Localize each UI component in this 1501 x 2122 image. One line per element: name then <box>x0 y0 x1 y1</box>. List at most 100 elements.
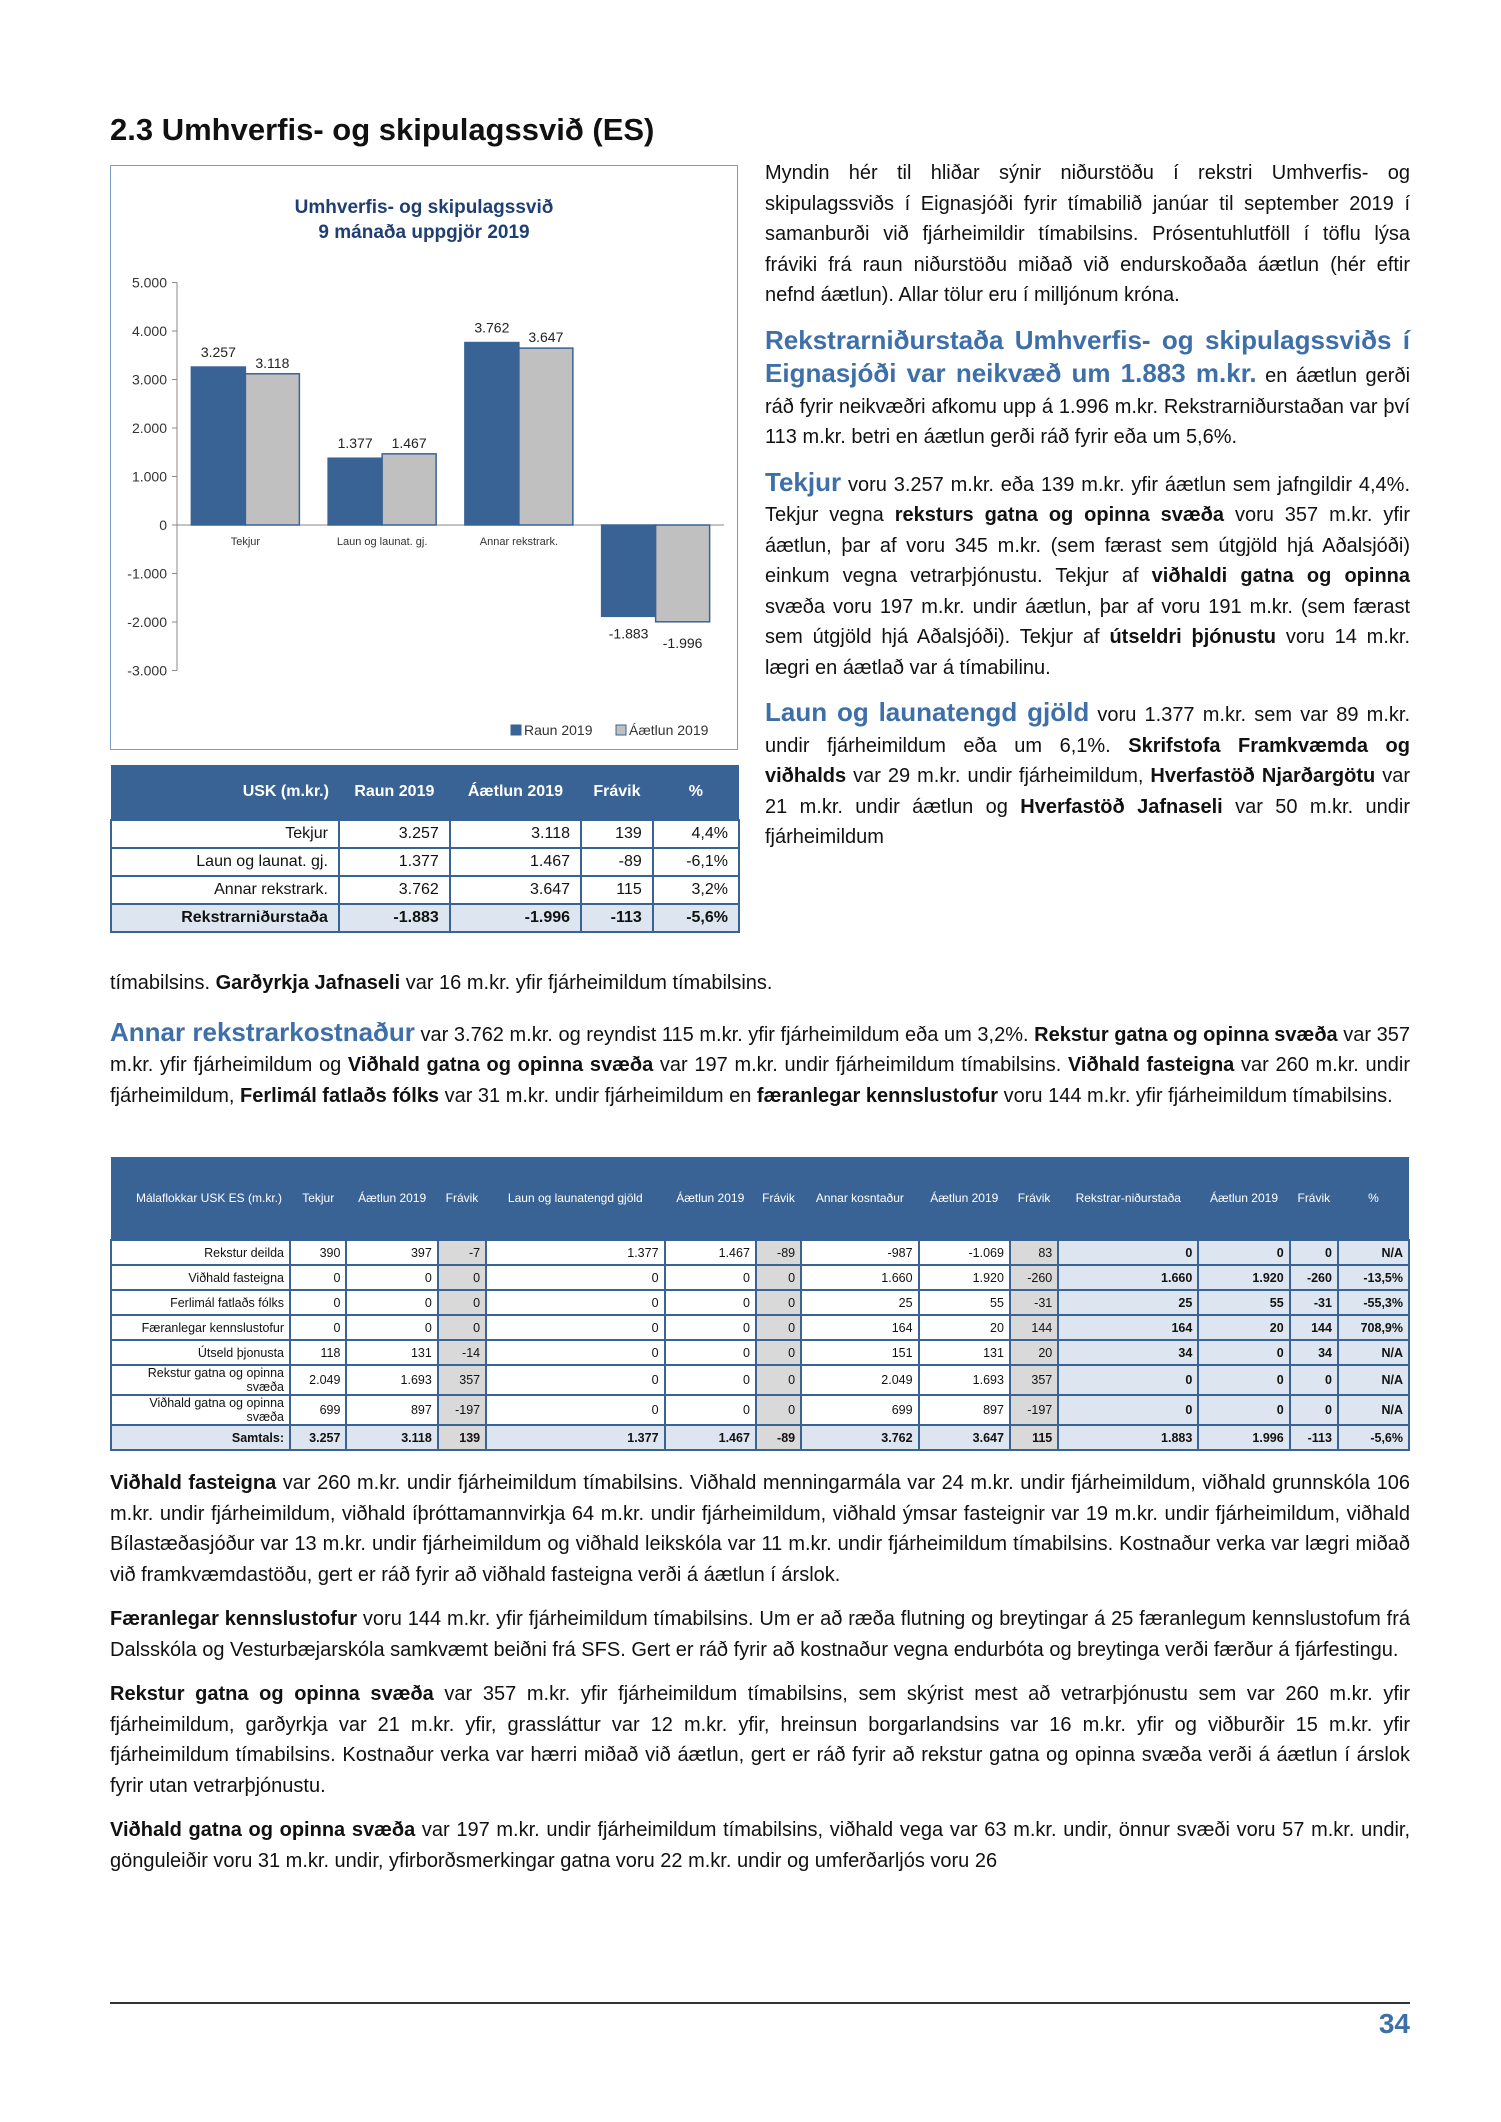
table-cell: Rekstrarniðurstaða <box>110 903 340 933</box>
table-cell: Viðhald fasteigna <box>110 1264 291 1291</box>
page-number: 34 <box>1378 2008 1410 2039</box>
table-cell: 397 <box>345 1239 439 1266</box>
data-label: 1.377 <box>338 435 373 451</box>
table-cell: -6,1% <box>651 847 741 877</box>
table-cell: 1.996 <box>1197 1424 1291 1451</box>
column-header: Frávik <box>1009 1157 1059 1240</box>
table-cell: 1.883 <box>1057 1424 1200 1451</box>
y-tick-label: 0 <box>159 517 167 533</box>
table-cell: 34 <box>1057 1339 1200 1366</box>
table-cell: 1.660 <box>800 1264 920 1291</box>
table-cell: 115 <box>580 875 654 905</box>
table-cell: -5,6% <box>651 903 741 933</box>
data-label: 3.118 <box>255 355 289 371</box>
table-cell: -260 <box>1288 1264 1339 1291</box>
table-cell: 0 <box>663 1264 757 1291</box>
table-cell: Rekstur gatna og opinna svæða <box>110 1364 291 1396</box>
data-label: 3.257 <box>201 344 236 360</box>
table-cell: 0 <box>663 1289 757 1316</box>
x-tick-label: Laun og launat. gj. <box>337 536 428 548</box>
table-cell: -89 <box>754 1239 803 1266</box>
table-cell: 1.467 <box>663 1424 757 1451</box>
legend-entry: Raun 2019 <box>524 722 593 738</box>
table-cell: -7 <box>436 1239 488 1266</box>
table-cell: 0 <box>663 1394 757 1426</box>
column-header: Tekjur <box>290 1157 347 1240</box>
table-cell: -89 <box>754 1424 803 1451</box>
legend-swatch <box>510 724 522 736</box>
table-cell: 2.049 <box>288 1364 348 1396</box>
table-cell: 0 <box>1057 1364 1200 1396</box>
result-paragraph: Rekstrarniðurstaða Umhverfis- og skipula… <box>765 324 1411 449</box>
table-cell: 708,9% <box>1336 1314 1411 1341</box>
bar <box>327 457 383 526</box>
salary-paragraph: Laun og launatengd gjöld voru 1.377 m.kr… <box>765 697 1411 848</box>
column-header: Frávik <box>437 1157 487 1240</box>
column-header: Áætlun 2019 <box>1198 1157 1290 1240</box>
bar <box>381 453 437 526</box>
table-cell: -197 <box>1008 1394 1060 1426</box>
x-tick-label: Annar rekstrark. <box>480 536 558 548</box>
table-cell: -13,5% <box>1336 1264 1411 1291</box>
table-cell: -260 <box>1008 1264 1060 1291</box>
table-cell: 118 <box>288 1339 348 1366</box>
bar <box>190 366 247 526</box>
table-cell: 3.762 <box>337 875 451 905</box>
column-header: Málaflokkar USK ES (m.kr.) <box>111 1157 290 1240</box>
paragraph-classrooms: Færanlegar kennslustofur voru 144 m.kr. … <box>110 1608 1410 1661</box>
column-header: % <box>1337 1157 1409 1240</box>
other-costs-paragraph: Annar rekstrarkostnaður var 3.762 m.kr. … <box>110 1016 1411 1107</box>
table-cell: 3.118 <box>345 1424 439 1451</box>
data-label: 3.647 <box>528 329 563 345</box>
column-header: Rekstrar-niðurstaða <box>1058 1157 1199 1240</box>
table-row: Samtals: 3.257 3.118 139 1.377 1.467 -89 3.762 3… <box>110 1424 1411 1451</box>
paragraph-maintenance: Viðhald fasteigna var 260 m.kr. undir fj… <box>110 1472 1410 1586</box>
bar <box>244 373 301 526</box>
legend-entry: Áætlun 2019 <box>629 722 709 738</box>
chart-svg: Umhverfis- og skipulagssvið 9 mánaða uppg… <box>127 197 724 738</box>
table-cell: Færanlegar kennslustofur <box>110 1314 291 1341</box>
table-cell: 0 <box>1197 1394 1291 1426</box>
data-label: -1.883 <box>609 625 649 641</box>
table-row: Viðhald fasteigna 0 0 0 0 0 0 1.660 1.920 -260 1.6… <box>110 1264 1411 1291</box>
table-cell: -113 <box>580 903 654 933</box>
table-cell: 0 <box>754 1394 803 1426</box>
table-cell: 3.118 <box>448 819 583 849</box>
table-row: Rekstrarniðurstaða -1.883 -1.996 -113 -5,6% <box>110 903 741 933</box>
table-cell: -55,3% <box>1336 1289 1411 1316</box>
table-row: Tekjur 3.257 3.118 139 4,4% <box>110 819 741 849</box>
footer-rule <box>110 2002 1410 2004</box>
y-tick-label: 2.000 <box>132 420 167 436</box>
table-cell: 151 <box>800 1339 920 1366</box>
column-header: Áætlun 2019 <box>346 1157 438 1240</box>
table-cell: -1.996 <box>448 903 583 933</box>
table-cell: 3.762 <box>800 1424 920 1451</box>
legend-swatch <box>615 724 627 736</box>
y-tick-label: 1.000 <box>132 469 167 485</box>
paragraph-streets-maintenance: Viðhald gatna og opinna svæða var 197 m.… <box>110 1819 1411 1872</box>
table-cell: 0 <box>1197 1239 1291 1266</box>
bar <box>654 524 711 623</box>
table-cell: 3.647 <box>917 1424 1011 1451</box>
table-cell: 0 <box>754 1364 803 1396</box>
table-cell: 115 <box>1008 1424 1060 1451</box>
table-cell: 0 <box>288 1264 348 1291</box>
table-cell: Tekjur <box>110 819 340 849</box>
table-cell: 55 <box>1197 1289 1291 1316</box>
table-cell: 0 <box>345 1289 439 1316</box>
y-tick-label: 3.000 <box>132 372 167 388</box>
table-cell: 0 <box>485 1289 666 1316</box>
table-cell: N/A <box>1336 1394 1411 1426</box>
table-cell: 3,2% <box>651 875 741 905</box>
table-cell: -113 <box>1288 1424 1339 1451</box>
table-cell: -5,6% <box>1336 1424 1411 1451</box>
table-cell: -14 <box>436 1339 488 1366</box>
y-tick-label: 4.000 <box>132 323 167 339</box>
column-header: Raun 2019 <box>338 765 450 820</box>
table-cell: 20 <box>917 1314 1011 1341</box>
table-cell: 1.660 <box>1057 1264 1200 1291</box>
table-cell: 131 <box>345 1339 439 1366</box>
table-cell: -89 <box>580 847 654 877</box>
chart-title: Umhverfis- og skipulagssvið <box>295 197 554 218</box>
